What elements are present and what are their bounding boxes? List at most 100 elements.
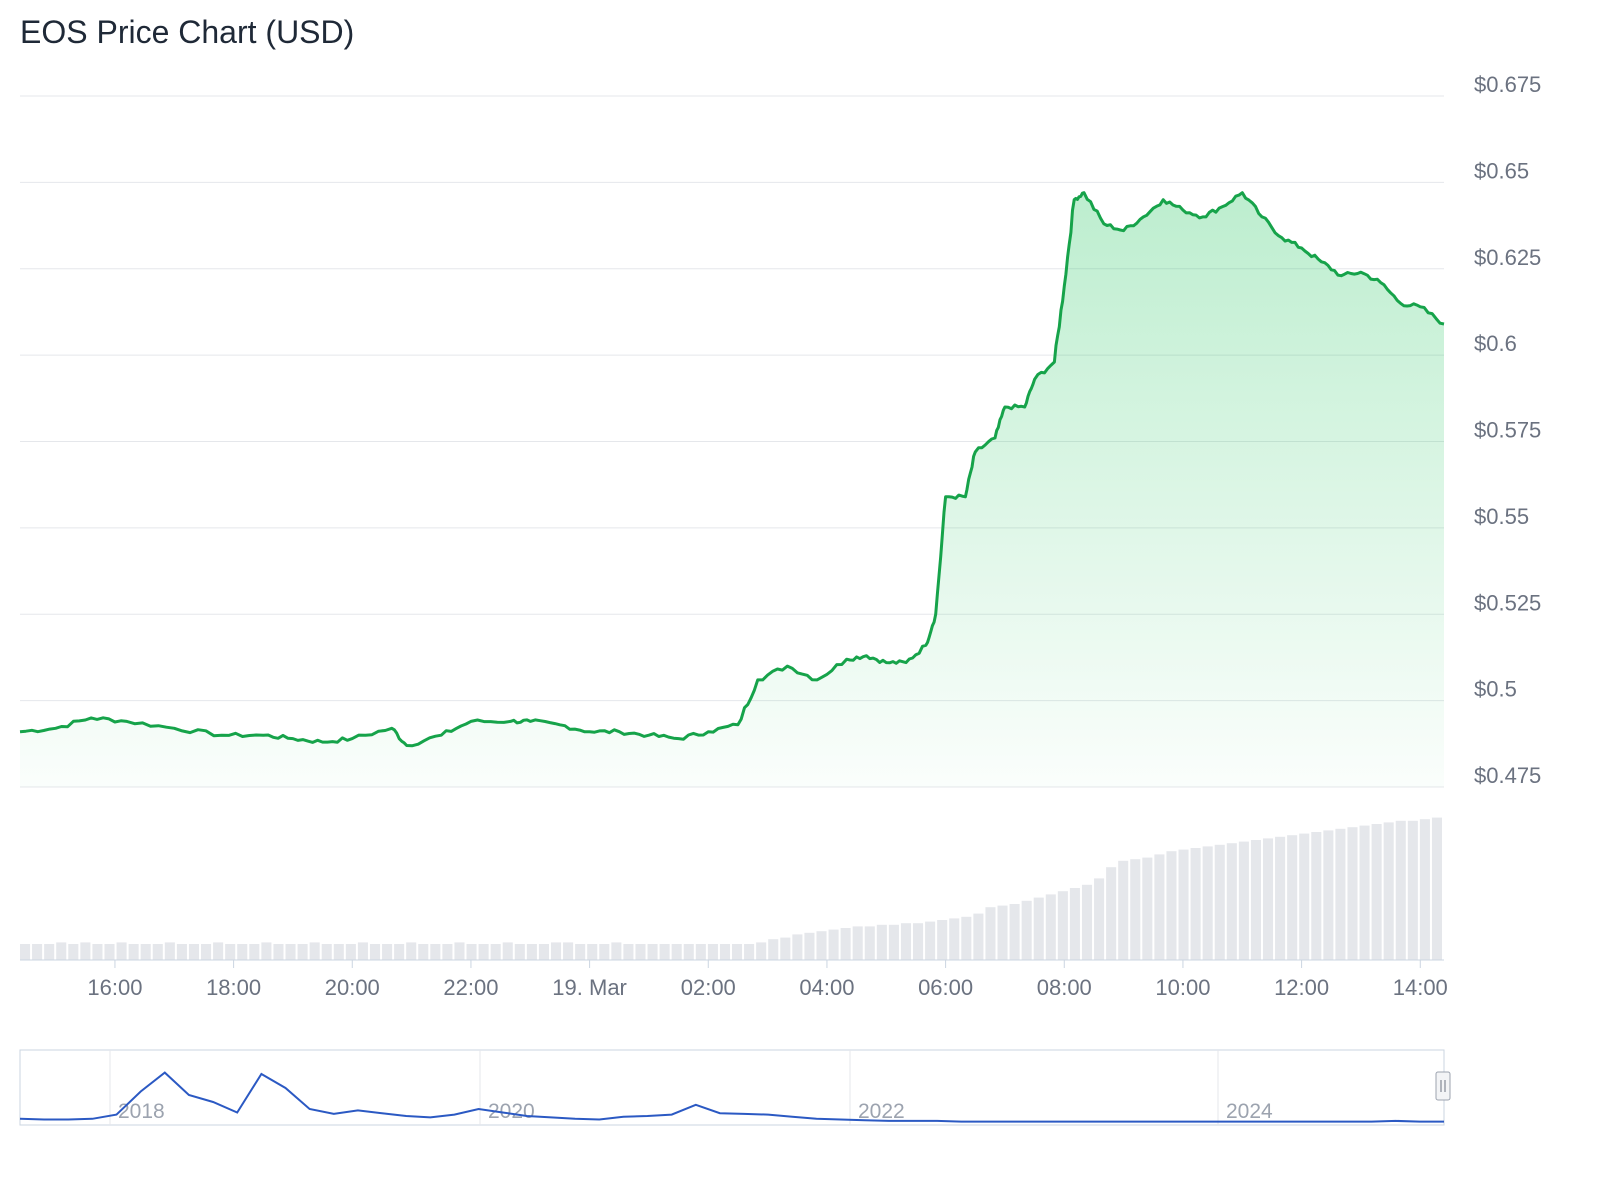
y-tick-label: $0.675	[1474, 72, 1541, 97]
volume-bar	[104, 944, 115, 960]
volume-bar	[188, 944, 200, 960]
volume-bar	[369, 944, 381, 960]
volume-bar	[587, 944, 598, 960]
volume-bar	[176, 944, 187, 960]
y-tick-label: $0.5	[1474, 677, 1517, 702]
volume-bar	[237, 944, 248, 960]
volume-bar	[514, 944, 525, 960]
volume-bar	[1431, 817, 1442, 960]
navigator-tick-label: 2024	[1226, 1100, 1273, 1123]
x-tick-label: 04:00	[799, 975, 854, 1000]
volume-bar	[44, 944, 55, 960]
volume-bar	[1202, 846, 1213, 960]
volume-bar	[382, 944, 393, 960]
volume-bar	[1009, 904, 1020, 960]
volume-bar	[1214, 844, 1225, 960]
y-tick-label: $0.625	[1474, 245, 1541, 270]
volume-bar	[659, 944, 670, 960]
volume-bar	[345, 944, 356, 960]
volume-bar	[80, 942, 91, 960]
volume-bar	[1045, 894, 1056, 960]
volume-bar	[913, 923, 924, 960]
volume-bar	[152, 944, 163, 960]
volume-bar	[297, 944, 308, 960]
volume-bar	[623, 944, 634, 960]
volume-bar	[1262, 838, 1274, 960]
volume-bar	[816, 931, 827, 960]
volume-bar	[1383, 822, 1394, 960]
volume-bar	[1190, 848, 1201, 960]
volume-bar	[1106, 867, 1117, 960]
volume-bar	[1142, 857, 1153, 960]
volume-bar	[840, 928, 851, 960]
range-navigator[interactable]: 2018 2020 2022 2024	[19, 1049, 1451, 1126]
volume-bar	[406, 942, 417, 960]
volume-bar	[490, 944, 501, 960]
volume-bar	[575, 944, 586, 960]
navigator-handle[interactable]	[1435, 1071, 1451, 1101]
volume-bar	[1238, 841, 1249, 960]
volume-bar	[804, 932, 815, 960]
x-tick-label: 16:00	[87, 975, 142, 1000]
navigator-grid: 2018 2020 2022 2024	[109, 1050, 1273, 1125]
price-area-fill	[20, 192, 1444, 787]
navigator-line	[19, 1071, 1444, 1123]
volume-bar	[768, 939, 779, 960]
y-tick-label: $0.55	[1474, 504, 1529, 529]
volume-bar	[1311, 832, 1322, 960]
volume-bar	[454, 942, 465, 960]
price-line[interactable]	[19, 191, 1445, 748]
volume-bar	[949, 918, 960, 960]
volume-bar	[538, 944, 549, 960]
volume-bar	[635, 944, 646, 960]
volume-bar	[1154, 854, 1165, 960]
volume-bar	[140, 944, 151, 960]
volume-bar	[92, 944, 103, 960]
volume-bar	[1178, 849, 1189, 960]
volume-bar	[213, 942, 224, 960]
volume-bar	[1166, 851, 1177, 960]
volume-bar	[732, 944, 743, 960]
volume-bar	[937, 920, 948, 960]
volume-bar	[128, 944, 139, 960]
x-tick-label: 19. Mar	[552, 975, 627, 1000]
volume-bar	[68, 944, 79, 960]
volume-bar	[985, 907, 996, 960]
y-axis-labels: $0.675 $0.65 $0.625 $0.6 $0.575 $0.55 $0.525 $0…	[1474, 72, 1541, 788]
volume-bar	[707, 944, 718, 960]
navigator-tick-label: 2022	[858, 1100, 905, 1123]
volume-bar	[418, 944, 429, 960]
volume-bar	[780, 937, 791, 960]
volume-bar	[828, 929, 839, 960]
volume-bar	[611, 942, 622, 960]
volume-bar	[864, 926, 875, 960]
volume-bar	[309, 942, 320, 960]
volume-bar	[1081, 884, 1093, 960]
volume-bar	[1021, 900, 1032, 960]
volume-bar	[1033, 897, 1044, 960]
x-axis-labels: 16:00 18:00 20:00 22:00 19. Mar 02:00 04:00 06:…	[20, 959, 1448, 1000]
volume-bar	[526, 944, 537, 960]
volume-bars	[20, 817, 1442, 960]
volume-bar	[116, 942, 127, 960]
volume-bar	[442, 944, 453, 960]
x-tick-label: 06:00	[918, 975, 973, 1000]
chart-title: EOS Price Chart (USD)	[20, 14, 355, 50]
volume-bar	[1347, 827, 1358, 960]
x-tick-label: 22:00	[443, 975, 498, 1000]
x-tick-label: 14:00	[1393, 975, 1448, 1000]
y-tick-label: $0.575	[1474, 418, 1541, 443]
volume-bar	[357, 942, 368, 960]
volume-bar	[973, 913, 984, 960]
volume-bar	[671, 944, 682, 960]
volume-bar	[599, 944, 610, 960]
volume-bar	[478, 944, 489, 960]
volume-bar	[273, 944, 284, 960]
volume-bar	[900, 923, 912, 960]
volume-bar	[550, 942, 562, 960]
volume-bar	[261, 942, 272, 960]
volume-bar	[333, 944, 344, 960]
volume-bar	[394, 944, 405, 960]
volume-bar	[466, 944, 477, 960]
